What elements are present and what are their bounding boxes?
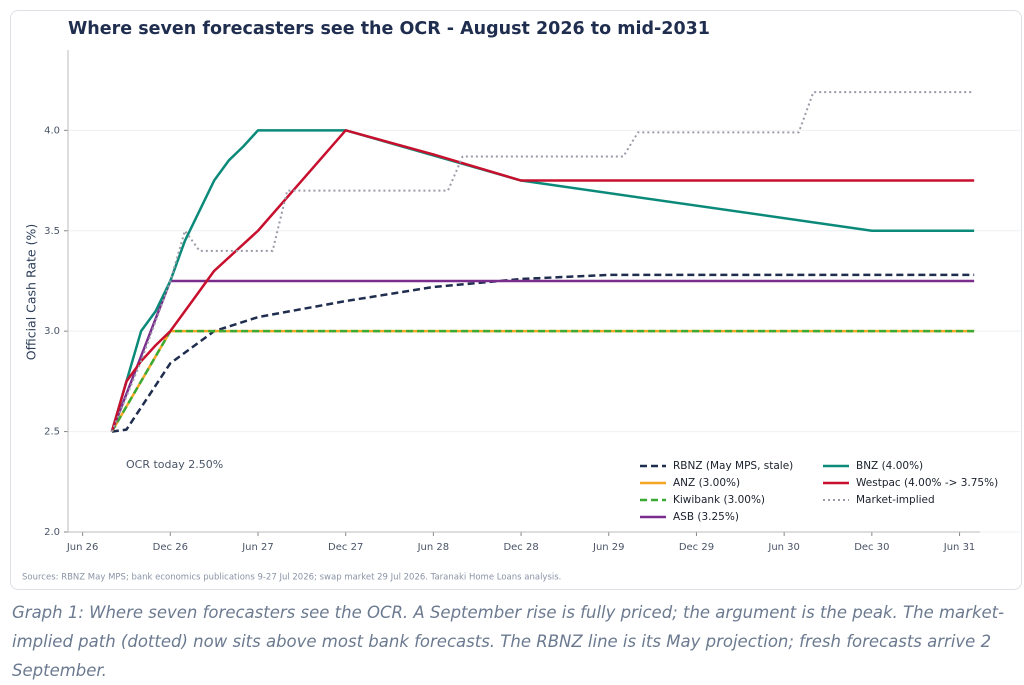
x-tick-label: Dec 30 (854, 542, 889, 553)
caption: Graph 1: Where seven forecasters see the… (12, 603, 1005, 680)
y-tick-label: 3.5 (44, 226, 60, 237)
series-line (110, 329, 975, 433)
annotation: OCR today 2.50% (126, 458, 223, 471)
legend-label: ASB (3.25%) (673, 511, 739, 523)
source-note: Sources: RBNZ May MPS; bank economics pu… (22, 573, 561, 583)
x-tick-label: Jun 29 (592, 542, 625, 553)
legend-label: ANZ (3.00%) (673, 477, 740, 489)
chart-title: Where seven forecasters see the OCR - Au… (68, 19, 710, 39)
chart: Where seven forecasters see the OCR - Au… (22, 19, 1020, 583)
y-tick-label: 2.0 (44, 527, 60, 538)
series-line (110, 329, 975, 433)
x-tick-label: Dec 28 (503, 542, 538, 553)
legend-label: Market-implied (856, 494, 935, 506)
y-axis-label: Official Cash Rate (%) (24, 224, 39, 360)
x-tick-label: Jun 28 (417, 542, 450, 553)
x-tick-label: Dec 26 (153, 542, 188, 553)
legend-label: RBNZ (May MPS, stale) (673, 460, 793, 472)
series-line (110, 129, 975, 432)
x-tick-label: Dec 27 (328, 542, 363, 553)
y-tick-label: 3.0 (44, 326, 60, 337)
series-line (110, 91, 975, 432)
x-tick-label: Jun 31 (943, 542, 976, 553)
y-tick-label: 2.5 (44, 427, 60, 438)
legend-label: Westpac (4.00% -> 3.75%) (856, 477, 998, 489)
x-tick-label: Jun 26 (66, 542, 99, 553)
series-line (110, 279, 975, 433)
chart-card (10, 10, 1022, 590)
x-tick-label: Jun 27 (241, 542, 274, 553)
series-line (111, 273, 975, 433)
legend-label: Kiwibank (3.00%) (673, 494, 765, 506)
legend-label: BNZ (4.00%) (856, 460, 923, 472)
y-tick-label: 4.0 (44, 125, 60, 136)
x-tick-label: Dec 29 (679, 542, 714, 553)
x-tick-label: Jun 30 (767, 542, 800, 553)
